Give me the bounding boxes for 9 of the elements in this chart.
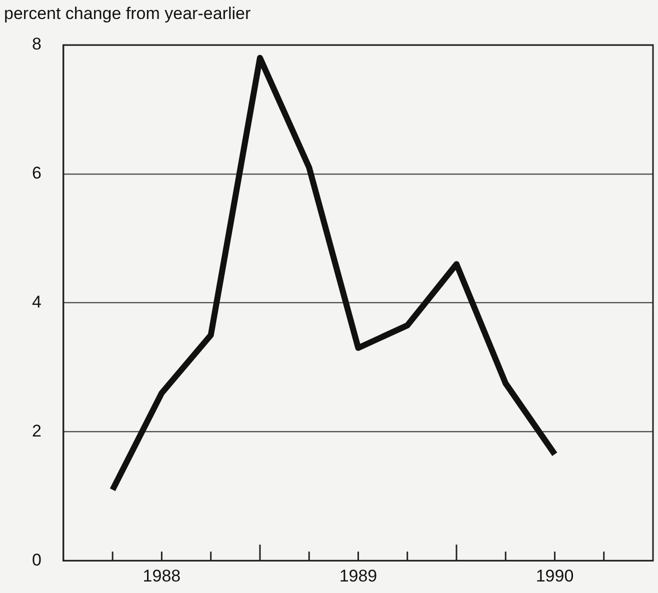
x-tick-label: 1990 [536, 566, 574, 586]
y-tick-label: 8 [32, 34, 42, 54]
x-tick-label: 1989 [339, 566, 378, 586]
y-tick-label: 6 [32, 164, 42, 183]
y-axis-title: percent change from year-earlier [4, 4, 251, 24]
y-tick-label: 4 [32, 292, 42, 312]
y-tick-label: 0 [32, 550, 42, 570]
y-tick-label: 2 [32, 421, 42, 440]
x-tick-label: 1988 [142, 566, 181, 586]
